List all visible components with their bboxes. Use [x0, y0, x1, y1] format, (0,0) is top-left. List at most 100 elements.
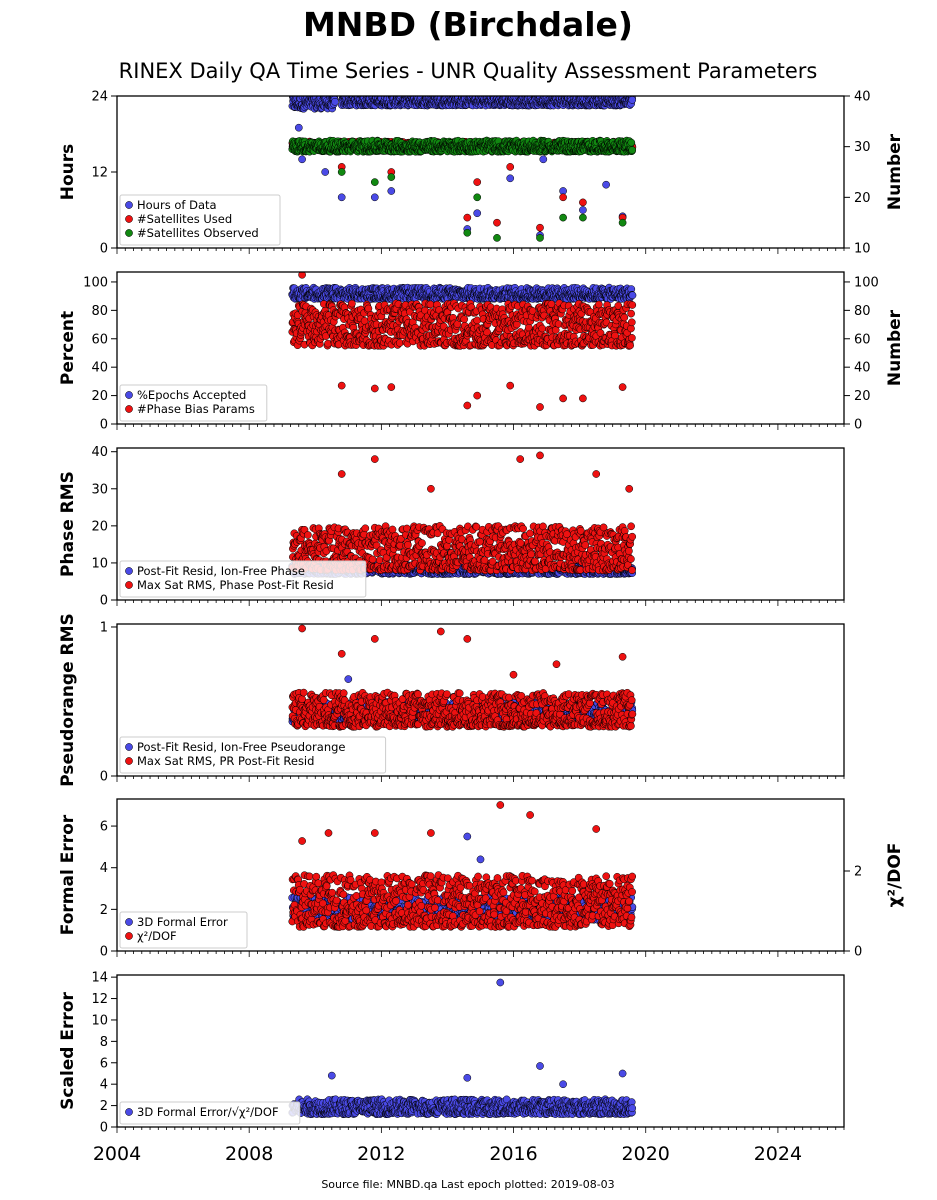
data-point [628, 146, 637, 154]
y-axis-label: Hours [58, 144, 78, 201]
legend-marker [125, 215, 133, 223]
data-point [611, 331, 619, 340]
outlier-point [370, 193, 379, 202]
outlier-point [294, 123, 303, 132]
outlier-point [337, 381, 346, 390]
outlier-point [473, 193, 482, 202]
outlier-point [579, 213, 587, 222]
outlier-point [559, 213, 567, 222]
legend-marker [125, 229, 133, 237]
y2-tick-label: 40 [854, 90, 871, 105]
outlier-point [559, 193, 567, 202]
series-1-points [288, 283, 637, 303]
outlier-point [370, 384, 379, 393]
data-point [473, 316, 482, 325]
legend-label: Hours of Data [137, 198, 217, 212]
y-tick-label: 0 [100, 242, 108, 257]
outlier-point [536, 403, 544, 411]
legend-label: #Satellites Observed [137, 226, 259, 240]
outlier-point [387, 383, 396, 391]
legend-marker [125, 405, 133, 413]
data-point [348, 299, 356, 308]
y2-tick-label: 30 [854, 140, 871, 155]
outlier-point [539, 155, 548, 164]
y-tick-label: 40 [91, 361, 108, 376]
y2-tick-label: 20 [854, 389, 871, 404]
outlier-point [463, 401, 472, 410]
data-point [628, 334, 636, 342]
data-point [512, 320, 521, 329]
y-tick-label: 0 [100, 418, 108, 433]
outlier-point [463, 228, 472, 237]
y-axis-label: Percent [58, 311, 78, 385]
data-point [627, 318, 636, 327]
series-3-points [288, 136, 637, 242]
data-point [627, 309, 635, 318]
plot-area [288, 272, 637, 411]
outlier-point [618, 218, 627, 227]
legend-label: #Satellites Used [137, 212, 232, 226]
outlier-point [493, 234, 501, 242]
outlier-point [473, 391, 482, 400]
y-tick-label: 24 [91, 90, 108, 105]
outlier-point [493, 218, 501, 227]
outlier-point [298, 155, 306, 164]
outlier-point [337, 168, 346, 176]
plot-area [288, 96, 637, 242]
y2-tick-label: 10 [854, 242, 871, 257]
legend: %Epochs Accepted#Phase Bias Params [119, 384, 268, 422]
data-point [620, 313, 629, 322]
y2-axis-label: Number [885, 309, 905, 386]
series-1-points [288, 96, 637, 240]
y2-tick-label: 80 [854, 304, 871, 319]
outlier-point [473, 178, 482, 186]
y2-tick-label: 100 [854, 275, 879, 290]
outlier-point [463, 213, 472, 222]
outlier-point [387, 173, 396, 181]
outlier-point [387, 187, 396, 195]
data-point [460, 315, 469, 324]
data-point [627, 138, 636, 147]
outlier-point [506, 381, 515, 390]
y-tick-label: 100 [83, 275, 108, 290]
legend-label: #Phase Bias Params [137, 402, 255, 416]
legend-marker [125, 201, 133, 209]
y2-tick-label: 40 [854, 361, 871, 376]
data-point [364, 304, 373, 313]
y-tick-label: 20 [91, 389, 108, 404]
outlier-point [559, 394, 567, 403]
data-point [331, 97, 339, 106]
plot-area [288, 451, 637, 578]
y2-tick-label: 20 [854, 191, 871, 206]
outlier-point [579, 198, 587, 207]
figure-title: MNBD (Birchdale) [303, 5, 633, 44]
figure-subtitle: RINEX Daily QA Time Series - UNR Quality… [119, 59, 818, 83]
outlier-point [370, 178, 379, 186]
legend-label: %Epochs Accepted [137, 388, 246, 402]
outlier-point [321, 168, 330, 176]
outlier-point [506, 174, 515, 183]
legend-marker [125, 391, 133, 399]
outlier-point [473, 209, 482, 218]
outlier-point [618, 383, 627, 391]
data-point [426, 300, 435, 309]
data-point [626, 341, 634, 350]
outlier-point [536, 223, 544, 232]
data-point [395, 339, 404, 347]
y2-axis-label: Number [885, 133, 905, 210]
y2-tick-label: 0 [854, 418, 862, 433]
outlier-point [506, 163, 515, 171]
data-point [628, 96, 637, 104]
data-point [628, 291, 637, 300]
outlier-point [579, 394, 587, 403]
y-tick-label: 12 [91, 166, 108, 181]
legend: Hours of Data#Satellites Used#Satellites… [119, 194, 281, 246]
outlier-point [579, 206, 587, 214]
outlier-point [602, 180, 610, 189]
y-tick-label: 60 [91, 332, 108, 347]
